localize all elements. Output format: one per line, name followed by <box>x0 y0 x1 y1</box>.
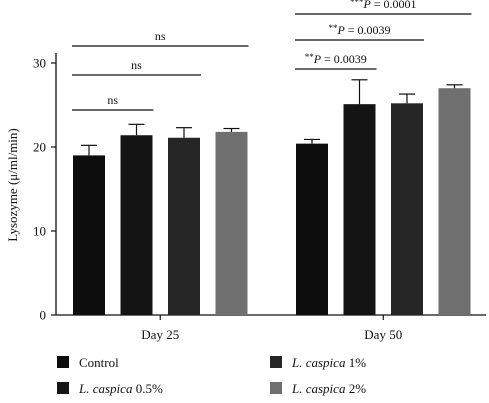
y-tick-label-0: 0 <box>40 308 47 323</box>
y-tick-label-2: 20 <box>33 140 46 155</box>
x-tick-label-1: Day 50 <box>364 327 402 342</box>
significance-label-3: **P = 0.0039 <box>305 52 367 66</box>
legend-label-3: L. caspica 2% <box>291 381 366 396</box>
bar-0-2 <box>168 138 200 315</box>
legend-label-1: L. caspica 0.5% <box>78 381 163 396</box>
legend-swatch-3 <box>270 382 282 394</box>
bar-1-2 <box>391 103 423 315</box>
legend-item-3: L. caspica 2% <box>270 381 366 396</box>
bar-1-1 <box>344 104 376 315</box>
significance-label-4: **P = 0.0039 <box>328 23 390 37</box>
legend-item-0: Control <box>57 355 119 370</box>
y-axis-label: Lysozyme (μ/ml/min) <box>5 128 20 241</box>
y-tick-label-3: 30 <box>33 56 46 71</box>
plot-area: 0 10 20 30 Lysozyme (μ/ml/min) Day 25 Day 50 ns… <box>5 0 486 342</box>
bar-0-3 <box>216 132 248 315</box>
legend-item-1: L. caspica 0.5% <box>57 381 163 396</box>
bar-1-3 <box>439 88 471 315</box>
significance-label-5: ***P = 0.0001 <box>350 0 417 11</box>
legend-swatch-2 <box>270 356 282 368</box>
legend: Control L. caspica 0.5% L. caspica 1% L. ca… <box>57 355 366 396</box>
legend-item-2: L. caspica 1% <box>270 355 366 370</box>
legend-label-2: L. caspica 1% <box>291 355 366 370</box>
significance-label-0: ns <box>107 93 118 107</box>
legend-label-0: Control <box>79 355 119 370</box>
bar-0-1 <box>121 135 153 315</box>
legend-swatch-0 <box>57 356 69 368</box>
y-tick-label-1: 10 <box>33 224 46 239</box>
significance-label-2: ns <box>155 29 166 43</box>
x-tick-label-0: Day 25 <box>141 327 179 342</box>
bar-1-0 <box>296 144 328 315</box>
legend-swatch-1 <box>57 382 69 394</box>
bar-0-0 <box>73 155 105 315</box>
significance-label-1: ns <box>131 58 142 72</box>
